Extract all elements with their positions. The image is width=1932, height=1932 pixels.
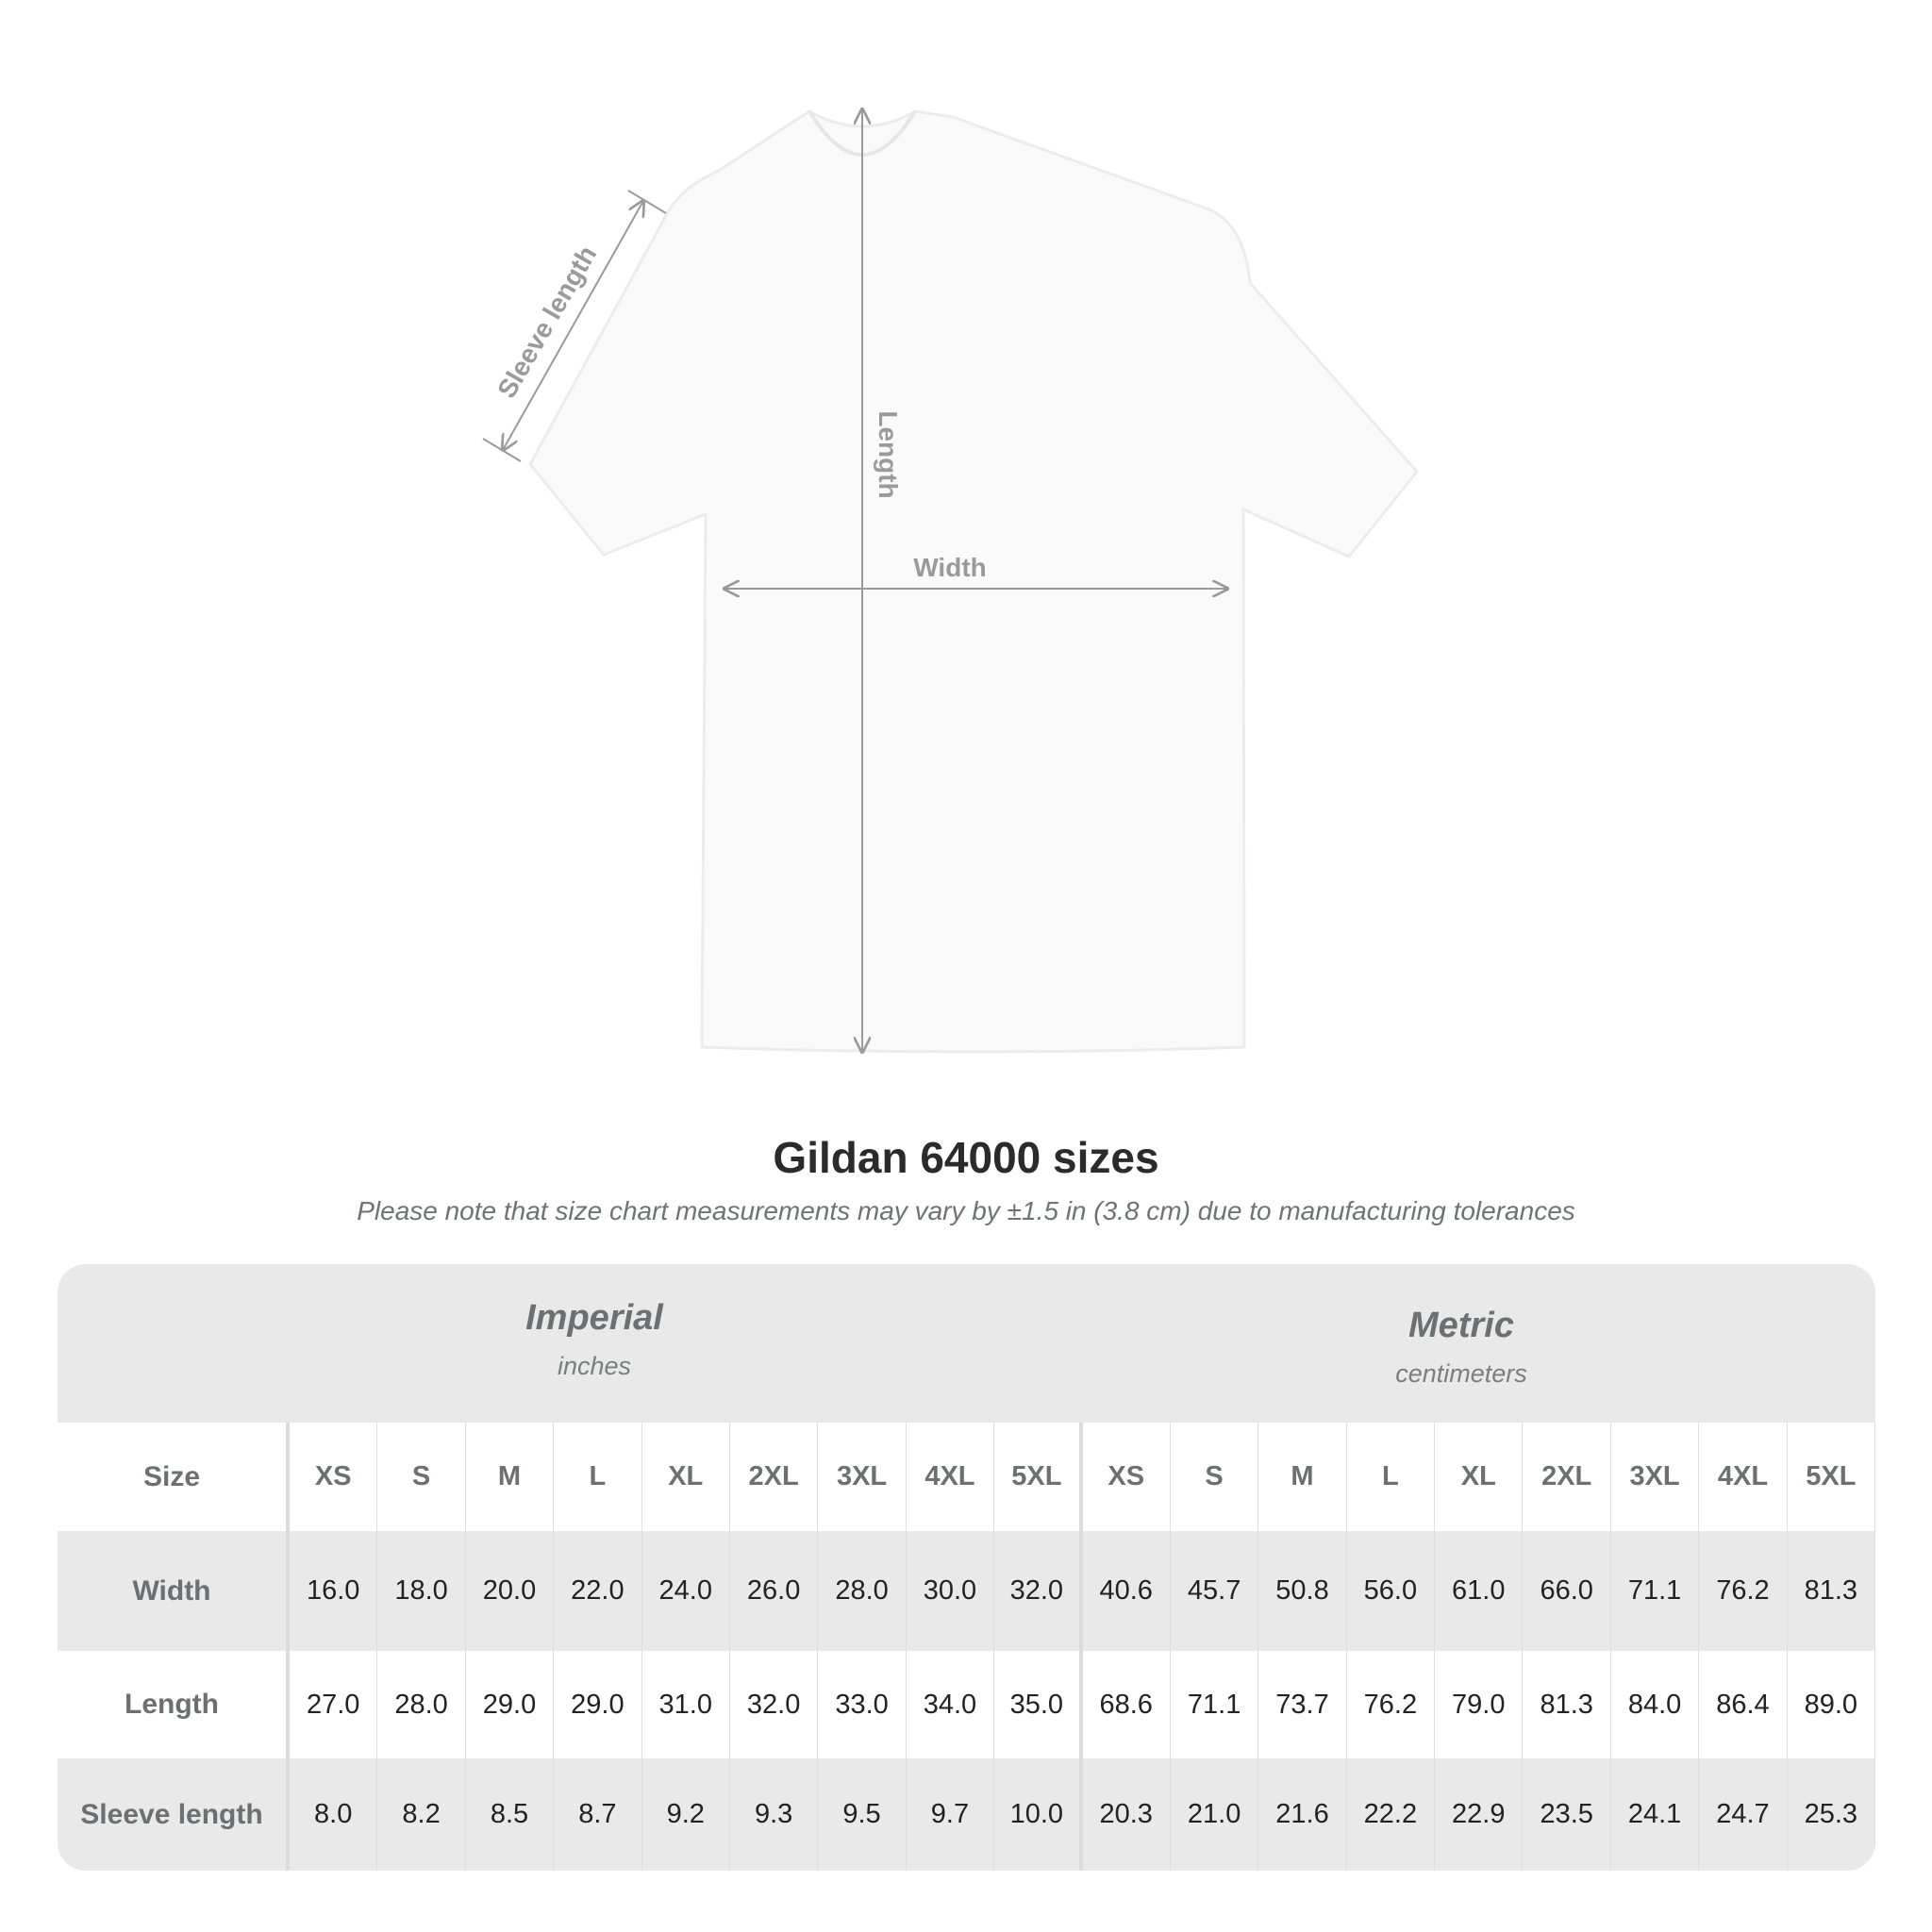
imperial-size-header: 3XL	[818, 1423, 907, 1531]
metric-size-header: 2XL	[1523, 1423, 1611, 1531]
metric-value-cell: 40.6	[1083, 1531, 1171, 1651]
imperial-size-header: 2XL	[730, 1423, 819, 1531]
imperial-header: Imperial inches	[311, 1298, 877, 1381]
imperial-value-cell: 26.0	[730, 1531, 819, 1651]
metric-value-cell: 84.0	[1611, 1651, 1700, 1758]
table-row: Width 16.0 18.0 20.0 22.0 24.0 26.0 28.0 30.0 32.…	[58, 1531, 1875, 1651]
imperial-value-cell: 30.0	[907, 1531, 995, 1651]
row-label: Length	[58, 1651, 290, 1758]
row-label: Sleeve length	[58, 1758, 290, 1871]
metric-value-cell: 22.9	[1435, 1758, 1524, 1871]
metric-size-header: XS	[1083, 1423, 1171, 1531]
table-row: Sleeve length 8.0 8.2 8.5 8.7 9.2 9.3 9.5 9.7 10.…	[58, 1758, 1875, 1871]
metric-value-cell: 56.0	[1347, 1531, 1436, 1651]
imperial-value-cell: 22.0	[554, 1531, 642, 1651]
imperial-value-cell: 32.0	[730, 1651, 819, 1758]
imperial-size-header: S	[377, 1423, 466, 1531]
metric-value-cell: 68.6	[1083, 1651, 1171, 1758]
metric-size-header: L	[1347, 1423, 1436, 1531]
imperial-value-cell: 20.0	[466, 1531, 555, 1651]
metric-value-cell: 21.6	[1258, 1758, 1347, 1871]
row-label: Size	[58, 1423, 290, 1531]
imperial-size-header: 4XL	[907, 1423, 995, 1531]
imperial-value-cell: 8.5	[466, 1758, 555, 1871]
metric-value-cell: 45.7	[1171, 1531, 1259, 1651]
imperial-value-cell: 10.0	[994, 1758, 1083, 1871]
imperial-value-cell: 29.0	[554, 1651, 642, 1758]
table-row: Length 27.0 28.0 29.0 29.0 31.0 32.0 33.0 34.0 35…	[58, 1651, 1875, 1758]
metric-value-cell: 73.7	[1258, 1651, 1347, 1758]
imperial-value-cell: 27.0	[290, 1651, 378, 1758]
imperial-size-header: XS	[290, 1423, 378, 1531]
metric-size-header: 3XL	[1611, 1423, 1700, 1531]
metric-size-header: S	[1171, 1423, 1259, 1531]
metric-value-cell: 50.8	[1258, 1531, 1347, 1651]
metric-title: Metric	[1408, 1306, 1514, 1345]
metric-value-cell: 81.3	[1523, 1651, 1611, 1758]
imperial-value-cell: 9.5	[818, 1758, 907, 1871]
size-header-row: Size XS S M L XL 2XL 3XL 4XL 5XL XS S M L XL 2XL 3XL 4XL 5…	[58, 1423, 1875, 1531]
metric-size-header: XL	[1435, 1423, 1524, 1531]
unit-header-band	[58, 1264, 1875, 1423]
metric-value-cell: 76.2	[1699, 1531, 1788, 1651]
imperial-size-header: 5XL	[994, 1423, 1083, 1531]
metric-value-cell: 71.1	[1611, 1531, 1700, 1651]
metric-value-cell: 21.0	[1171, 1758, 1259, 1871]
size-table: Imperial inches Metric centimeters Size X…	[58, 1264, 1875, 1871]
metric-unit: centimeters	[1395, 1359, 1527, 1388]
metric-value-cell: 89.0	[1788, 1651, 1875, 1758]
metric-value-cell: 22.2	[1347, 1758, 1436, 1871]
imperial-value-cell: 8.7	[554, 1758, 642, 1871]
imperial-value-cell: 28.0	[818, 1531, 907, 1651]
metric-value-cell: 24.7	[1699, 1758, 1788, 1871]
page-title: Gildan 64000 sizes	[773, 1133, 1159, 1182]
imperial-value-cell: 8.2	[377, 1758, 466, 1871]
sleeve-arrow	[503, 201, 643, 450]
imperial-title: Imperial	[525, 1298, 663, 1338]
imperial-value-cell: 32.0	[994, 1531, 1083, 1651]
imperial-unit: inches	[557, 1352, 632, 1380]
metric-value-cell: 79.0	[1435, 1651, 1524, 1758]
imperial-size-header: L	[554, 1423, 642, 1531]
metric-value-cell: 24.1	[1611, 1758, 1700, 1871]
imperial-value-cell: 34.0	[907, 1651, 995, 1758]
imperial-value-cell: 9.3	[730, 1758, 819, 1871]
imperial-value-cell: 28.0	[377, 1651, 466, 1758]
imperial-value-cell: 16.0	[290, 1531, 378, 1651]
metric-value-cell: 81.3	[1788, 1531, 1875, 1651]
imperial-value-cell: 9.7	[907, 1758, 995, 1871]
imperial-size-header: M	[466, 1423, 555, 1531]
tshirt-diagram: Length Width Sleeve length	[482, 0, 1419, 1113]
imperial-value-cell: 35.0	[994, 1651, 1083, 1758]
imperial-value-cell: 9.2	[642, 1758, 730, 1871]
imperial-size-header: XL	[642, 1423, 730, 1531]
width-label: Width	[913, 553, 987, 582]
metric-value-cell: 86.4	[1699, 1651, 1788, 1758]
metric-value-cell: 25.3	[1788, 1758, 1875, 1871]
imperial-value-cell: 29.0	[466, 1651, 555, 1758]
metric-value-cell: 71.1	[1171, 1651, 1259, 1758]
metric-value-cell: 61.0	[1435, 1531, 1524, 1651]
metric-value-cell: 66.0	[1523, 1531, 1611, 1651]
length-label: Length	[874, 410, 903, 498]
metric-value-cell: 76.2	[1347, 1651, 1436, 1758]
metric-value-cell: 20.3	[1083, 1758, 1171, 1871]
metric-value-cell: 23.5	[1523, 1758, 1611, 1871]
imperial-value-cell: 24.0	[642, 1531, 730, 1651]
imperial-value-cell: 31.0	[642, 1651, 730, 1758]
row-label: Width	[58, 1531, 290, 1651]
metric-size-header: 4XL	[1699, 1423, 1788, 1531]
imperial-value-cell: 18.0	[377, 1531, 466, 1651]
metric-size-header: 5XL	[1788, 1423, 1875, 1531]
imperial-value-cell: 8.0	[290, 1758, 378, 1871]
metric-header: Metric centimeters	[1178, 1306, 1744, 1389]
imperial-value-cell: 33.0	[818, 1651, 907, 1758]
tolerance-note: Please note that size chart measurements…	[357, 1196, 1575, 1225]
metric-size-header: M	[1258, 1423, 1347, 1531]
